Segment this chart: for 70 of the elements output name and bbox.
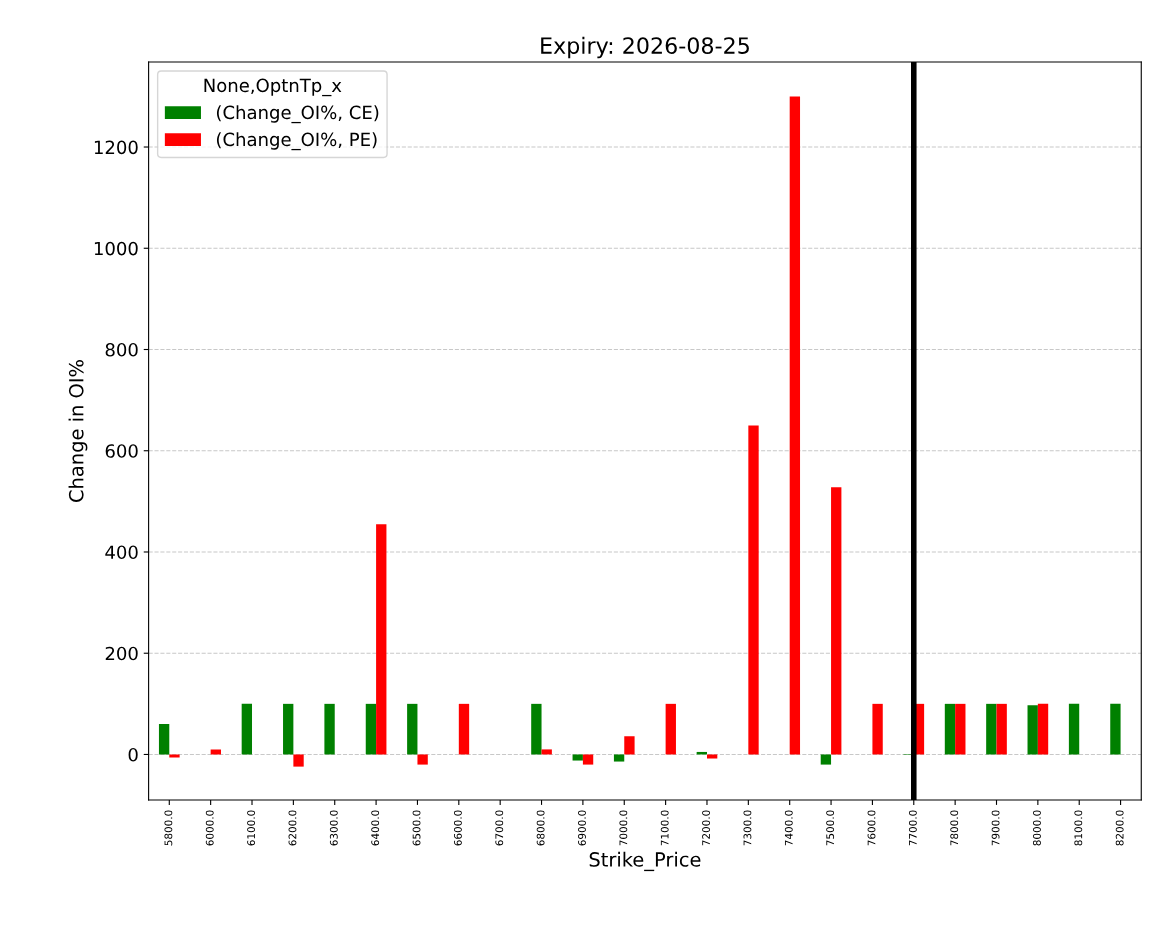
x-tick-label: 7600.0 <box>867 810 876 846</box>
x-tick-label: 6400.0 <box>371 810 380 846</box>
x-tick-label: 6200.0 <box>288 810 297 846</box>
bar <box>789 96 801 755</box>
bar <box>986 703 997 755</box>
bar <box>624 736 635 755</box>
y-tick-label: 200 <box>105 646 138 661</box>
x-tick-label: 7800.0 <box>950 810 959 846</box>
bar <box>831 487 842 755</box>
y-tick-label: 1000 <box>94 241 138 256</box>
bar <box>1068 703 1080 755</box>
y-tick-label: 0 <box>128 747 138 762</box>
chart-title: Expiry: 2026-08-25 <box>541 36 749 59</box>
x-tick-label: 7200.0 <box>702 810 710 846</box>
bar <box>324 703 335 755</box>
bar <box>158 724 170 755</box>
x-tick-label: 6000.0 <box>205 810 214 846</box>
bar <box>665 703 676 755</box>
x-tick-label: 7300.0 <box>743 810 752 846</box>
x-axis-title: Strike_Price <box>589 851 701 872</box>
legend-label: (Change_OI%, PE) <box>216 132 377 151</box>
bar <box>541 749 552 755</box>
bar <box>283 703 294 755</box>
x-tick-label: 7000.0 <box>619 810 628 846</box>
bar <box>169 754 180 758</box>
bar <box>241 703 253 755</box>
bar <box>572 754 583 761</box>
bar <box>1027 705 1038 755</box>
x-tick-label: 7500.0 <box>826 810 835 846</box>
bar <box>293 754 304 767</box>
x-tick-label: 6600.0 <box>453 810 462 846</box>
bar <box>1037 703 1049 755</box>
bar <box>407 703 418 755</box>
bar <box>1110 703 1121 755</box>
x-tick-label: 7100.0 <box>660 810 669 846</box>
x-tick-label: 8000.0 <box>1033 810 1041 846</box>
x-tick-label: 6800.0 <box>536 810 545 846</box>
bar <box>748 425 759 755</box>
bar <box>944 703 956 755</box>
bar <box>458 703 470 755</box>
legend-title: None,OptnTp_x <box>204 78 342 97</box>
bar <box>613 754 625 762</box>
x-tick-label: 6500.0 <box>412 810 421 846</box>
y-tick-label: 800 <box>105 342 138 357</box>
bar <box>996 703 1007 755</box>
x-tick-label: 7400.0 <box>784 810 793 846</box>
bar <box>872 703 883 755</box>
y-axis-title: Change in OI% <box>68 360 88 502</box>
y-tick-label: 1200 <box>94 140 138 155</box>
x-tick-label: 6900.0 <box>578 810 586 846</box>
bar <box>417 754 428 765</box>
x-tick-label: 8200.0 <box>1115 810 1124 846</box>
bar <box>820 754 832 765</box>
legend-label: (Change_OI%, CE) <box>216 105 379 124</box>
x-tick-label: 8100.0 <box>1074 810 1083 846</box>
bar <box>210 749 221 755</box>
bar <box>531 703 542 755</box>
bar <box>365 703 377 755</box>
x-tick-label: 7900.0 <box>991 810 1000 846</box>
bar <box>955 703 966 755</box>
x-tick-label: 7700.0 <box>908 810 917 846</box>
x-tick-label: 6700.0 <box>495 810 504 846</box>
x-tick-label: 6300.0 <box>329 810 338 846</box>
y-tick-label: 400 <box>105 545 138 560</box>
bar <box>376 524 387 755</box>
x-tick-label: 5800.0 <box>164 810 173 846</box>
bar <box>582 754 594 765</box>
y-tick-label: 600 <box>105 444 138 458</box>
x-tick-label: 6100.0 <box>247 810 256 846</box>
bar <box>706 754 718 759</box>
